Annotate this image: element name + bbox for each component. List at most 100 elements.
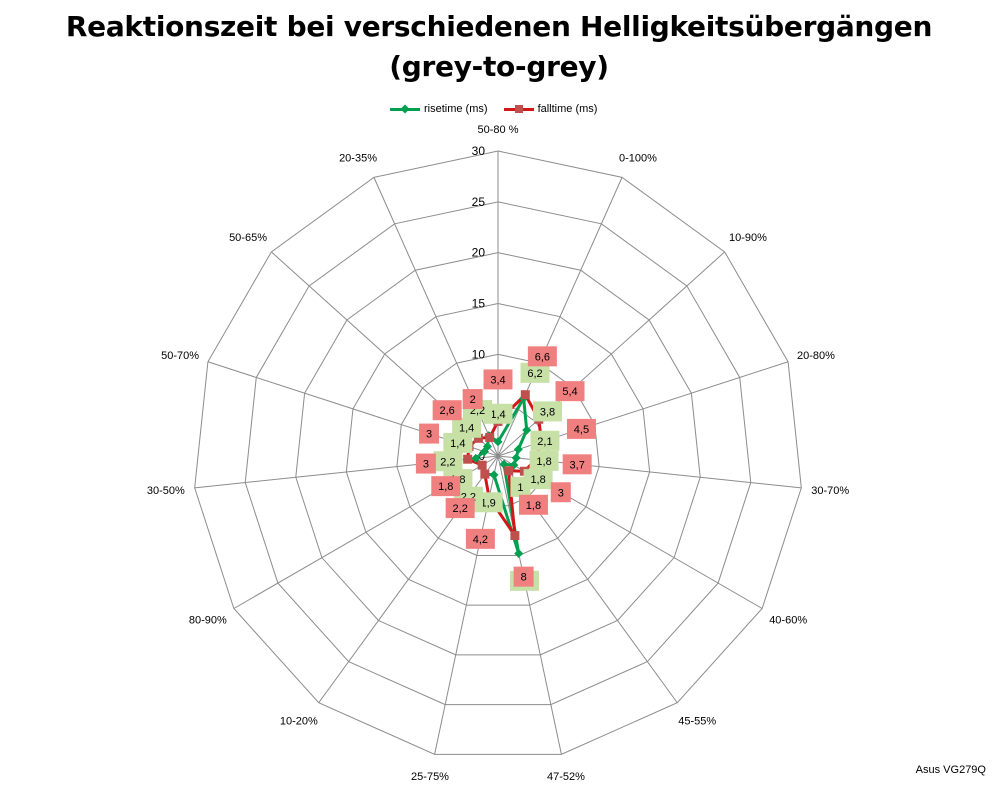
r-tick-label: 25 — [472, 195, 486, 209]
category-label: 80-90% — [189, 615, 227, 627]
category-label: 50-80 % — [478, 124, 519, 136]
risetime-data-label-bg — [452, 417, 482, 438]
risetime-data-label: 1,4 — [490, 409, 505, 421]
legend-label-risetime: risetime (ms) — [424, 103, 488, 115]
category-label: 30-50% — [147, 485, 185, 497]
falltime-data-label-bg — [431, 476, 461, 497]
risetime-point — [511, 453, 521, 463]
legend-item-falltime: falltime (ms) — [503, 103, 598, 115]
chart-title: Reaktionszeit bei verschiedenen Helligke… — [65, 10, 933, 43]
risetime-data-label-bg — [529, 450, 559, 471]
risetime-data-label-bg — [443, 432, 473, 453]
risetime-data-label-bg — [530, 430, 560, 451]
falltime-data-label-bg — [445, 498, 475, 519]
risetime-data-label: 1,8 — [530, 474, 545, 486]
falltime-data-label: 1,8 — [438, 481, 453, 493]
r-tick-label: 30 — [472, 144, 486, 158]
category-label: 40-60% — [769, 615, 807, 627]
falltime-data-label-bg — [555, 381, 585, 402]
risetime-data-label: 2,1 — [537, 436, 552, 448]
risetime-data-label: 1,9 — [481, 497, 496, 509]
falltime-data-label: 5,4 — [562, 386, 577, 398]
falltime-data-label-bg — [415, 453, 436, 474]
risetime-point — [489, 470, 499, 480]
risetime-point — [522, 425, 532, 435]
falltime-data-label: 3,7 — [570, 459, 585, 471]
falltime-point — [473, 433, 483, 443]
risetime-data-label: 1,4 — [459, 423, 474, 435]
series-line-falltime — [466, 393, 544, 538]
falltime-data-label-bg — [518, 494, 548, 515]
falltime-data-label: 8 — [521, 572, 527, 584]
falltime-data-label-bg — [432, 400, 462, 421]
r-tick-label: 0 — [478, 449, 485, 463]
risetime-point — [513, 444, 523, 454]
grid-ring-10 — [396, 353, 600, 556]
falltime-data-label: 4,2 — [473, 534, 488, 546]
falltime-data-label: 3,4 — [490, 374, 505, 386]
risetime-data-label: 6,2 — [527, 368, 542, 380]
spoke — [497, 455, 562, 755]
falltime-data-label: 4,5 — [574, 424, 589, 436]
category-label: 10-20% — [280, 716, 318, 728]
falltime-data-label: 2 — [470, 394, 476, 406]
falltime-data-label-bg — [513, 566, 534, 587]
falltime-data-label-bg — [419, 423, 440, 444]
r-tick-label: 15 — [472, 297, 486, 311]
risetime-point — [482, 441, 492, 451]
falltime-point — [463, 454, 473, 464]
falltime-data-label: 3 — [426, 429, 432, 441]
category-label: 50-65% — [229, 232, 267, 244]
falltime-data-label-bg — [550, 482, 571, 503]
risetime-point — [471, 453, 481, 463]
falltime-data-label-bg — [483, 369, 513, 390]
risetime-data-label-bg — [510, 476, 531, 497]
legend-swatch-risetime — [390, 103, 420, 115]
risetime-data-label: 2,2 — [440, 456, 455, 468]
risetime-data-label: 1 — [517, 482, 523, 494]
legend-label-falltime: falltime (ms) — [537, 103, 598, 115]
watermark: Asus VG279Q — [915, 764, 986, 776]
category-label: 20-80% — [797, 350, 835, 362]
category-label: 20-35% — [339, 152, 377, 164]
risetime-data-label-bg — [433, 451, 463, 472]
falltime-data-label-bg — [562, 454, 592, 475]
falltime-point — [485, 432, 495, 442]
grid-ring-30 — [194, 150, 802, 755]
category-label: 25-75% — [411, 771, 449, 783]
category-label: 47-52% — [547, 771, 585, 783]
legend-item-risetime: risetime (ms) — [390, 103, 488, 115]
falltime-data-label-bg — [465, 528, 495, 549]
falltime-point — [504, 466, 514, 476]
falltime-data-label-bg — [566, 418, 596, 439]
category-label: 30-70% — [811, 485, 849, 497]
risetime-data-label: 1,4 — [450, 438, 465, 450]
falltime-data-label: 3 — [558, 487, 564, 499]
falltime-point — [520, 390, 530, 400]
risetime-data-label: 3,8 — [540, 406, 555, 418]
falltime-data-label-bg — [462, 389, 483, 410]
category-label: 10-90% — [729, 232, 767, 244]
r-tick-label: 10 — [472, 347, 486, 361]
falltime-data-label-bg — [527, 346, 557, 367]
grid-ring-20 — [295, 252, 701, 656]
category-label: 0-100% — [619, 152, 657, 164]
risetime-data-label-bg — [523, 469, 553, 490]
falltime-data-label: 2,6 — [439, 405, 454, 417]
risetime-data-label-bg — [520, 362, 550, 383]
falltime-data-label: 2,2 — [453, 503, 468, 515]
legend: risetime (ms) falltime (ms) — [390, 100, 613, 118]
falltime-point — [480, 469, 490, 479]
chart-subtitle: (grey-to-grey) — [389, 50, 609, 83]
falltime-data-label: 6,6 — [535, 351, 550, 363]
falltime-data-label: 3 — [423, 459, 429, 471]
risetime-point — [493, 437, 503, 447]
falltime-point — [477, 460, 487, 470]
category-label: 45-55% — [678, 716, 716, 728]
r-tick-label: 20 — [472, 246, 486, 260]
risetime-data-label-bg — [533, 401, 563, 422]
risetime-point — [514, 548, 524, 558]
risetime-data-label: 1,8 — [536, 456, 551, 468]
category-label: 50-70% — [161, 350, 199, 362]
